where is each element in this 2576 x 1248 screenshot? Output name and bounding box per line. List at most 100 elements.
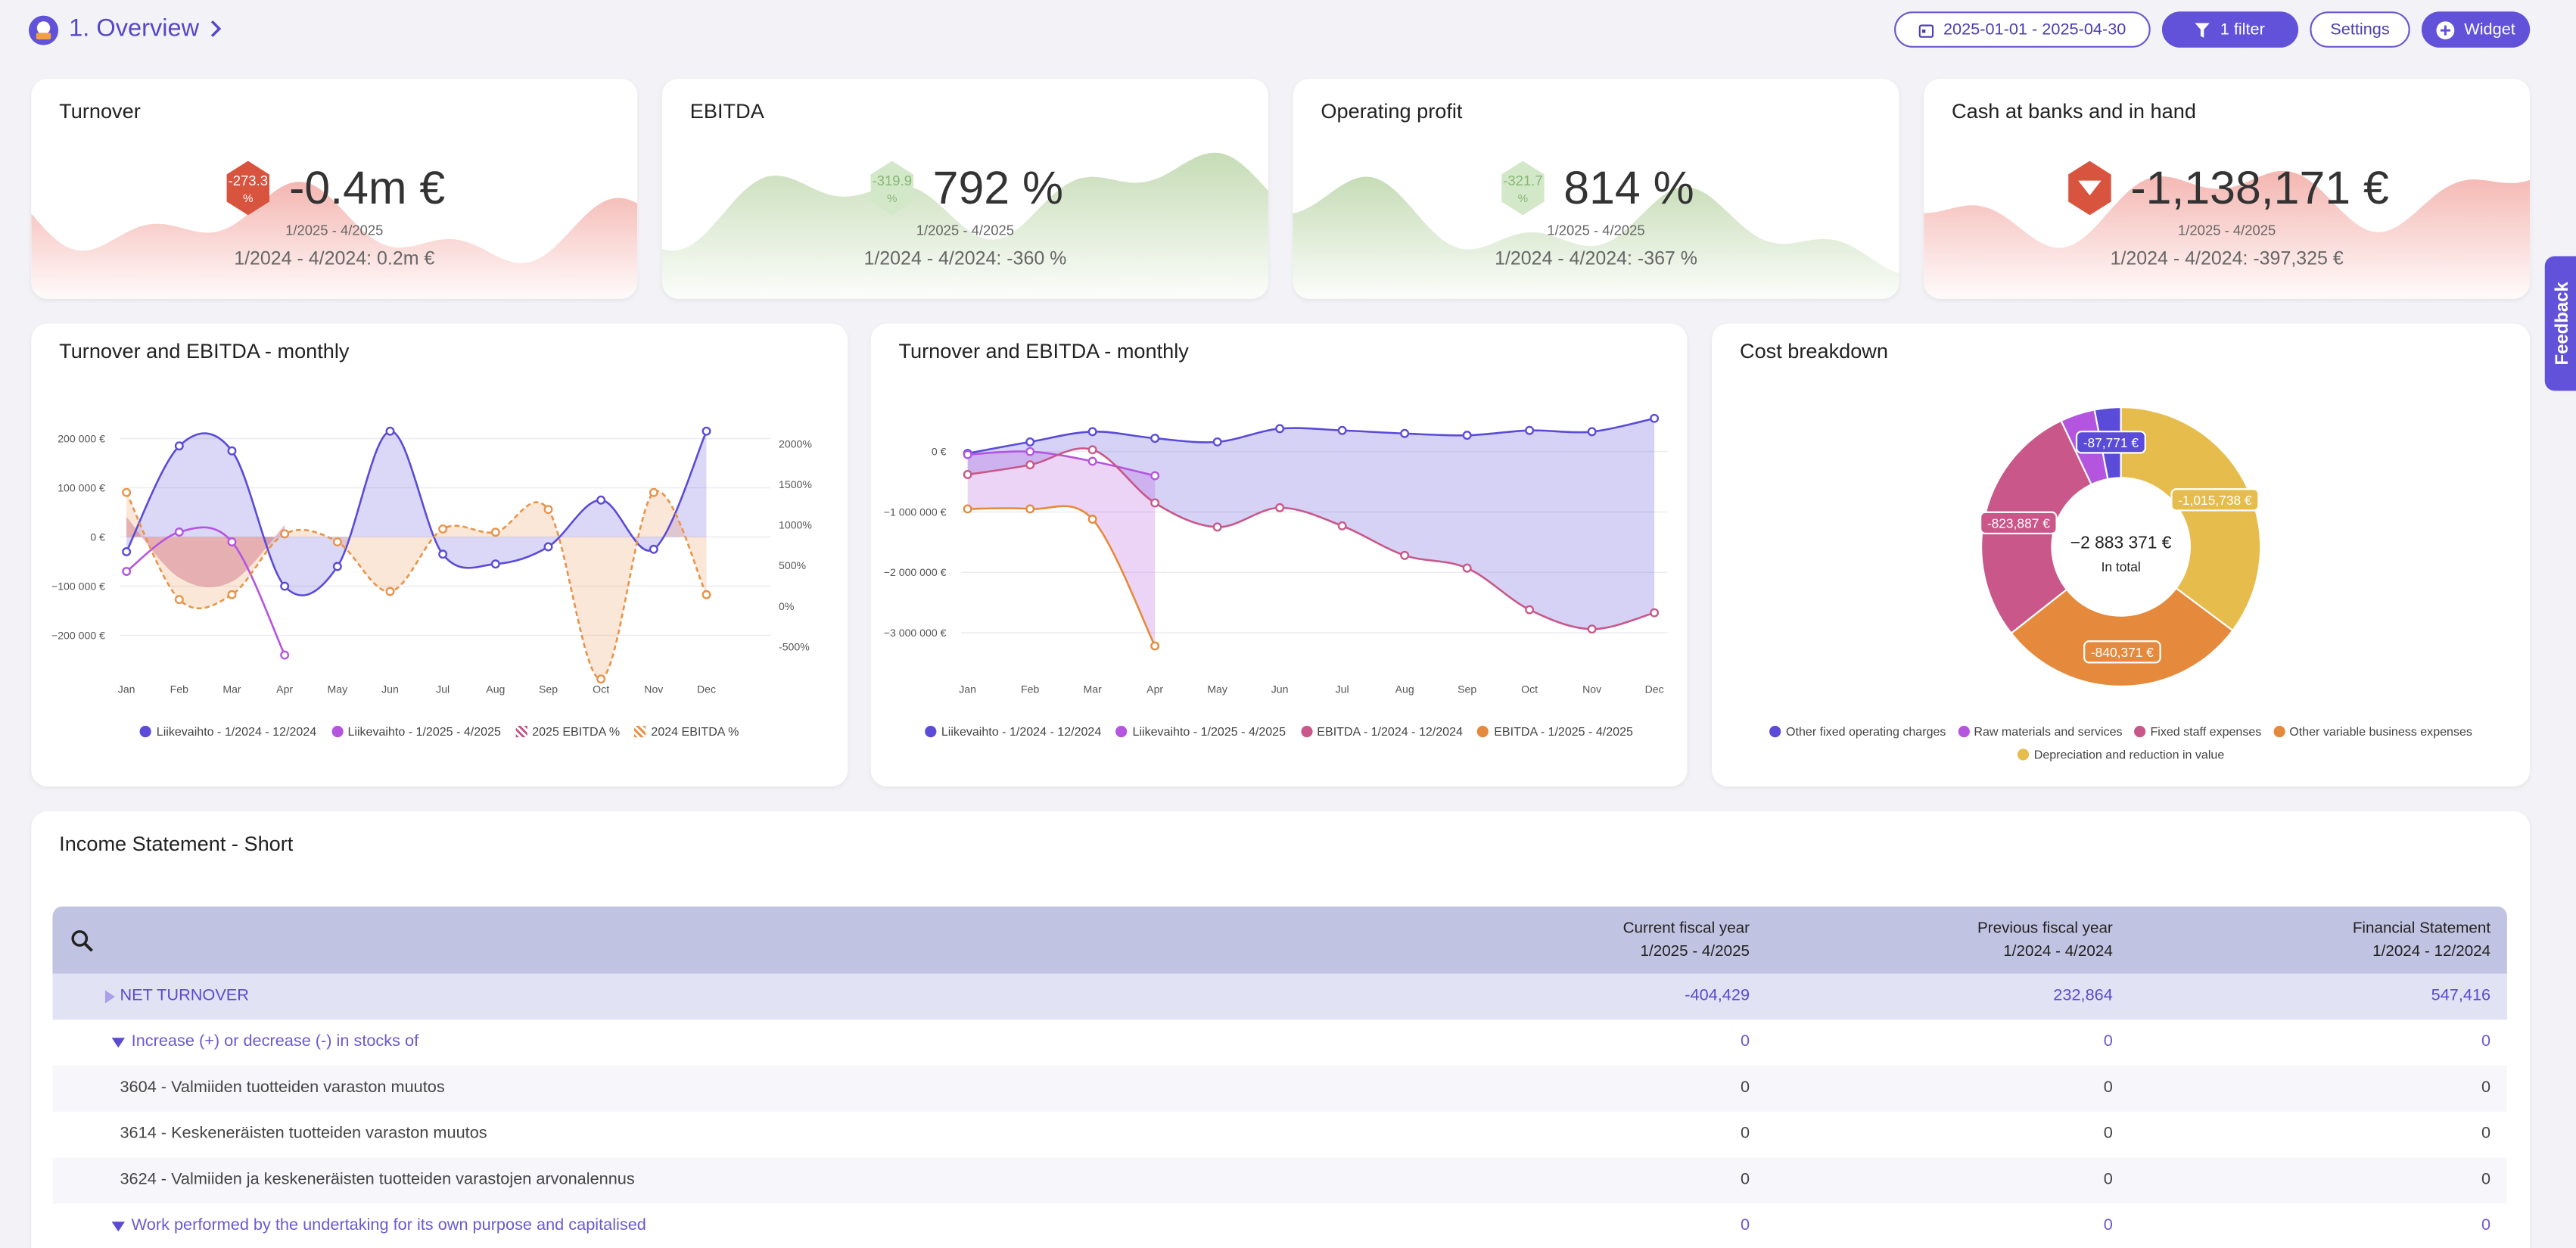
kpi-badge (2067, 160, 2111, 216)
date-range-button[interactable]: 2025-01-01 - 2025-04-30 (1894, 11, 2151, 48)
value-label: -840,371 € (2083, 640, 2161, 664)
kpi-badge: -321.7% (1501, 160, 1545, 216)
table-row: NET TURNOVER -404,429 232,864 547,416 (52, 973, 2507, 1020)
legend-icon (2018, 748, 2030, 761)
row-value: 0 (2481, 1125, 2491, 1144)
kpi-value: 792 % (932, 161, 1064, 213)
point (963, 450, 972, 459)
widget-button[interactable]: Widget (2421, 11, 2531, 48)
area (126, 431, 707, 596)
kpi-title: Turnover (59, 100, 141, 123)
point (332, 562, 342, 571)
point (963, 470, 972, 479)
point (280, 581, 290, 591)
y2-tick-label: 1000% (779, 519, 812, 531)
point (1150, 434, 1160, 443)
point (174, 441, 184, 451)
expand-toggle[interactable] (104, 990, 117, 1004)
kpi-row: -1,138,171 € (1924, 160, 2530, 216)
legend-item: 2025 EBITDA % (515, 724, 620, 739)
row-value: 0 (1740, 1125, 1750, 1144)
point (1150, 641, 1160, 651)
kpi-row: -273.3% -0.4m € (31, 160, 637, 216)
legend-label: Raw materials and services (1974, 724, 2123, 739)
value-label-box (1980, 511, 2058, 535)
x-tick-label: Jan (118, 683, 135, 696)
badge-unit: % (243, 192, 254, 205)
wave (661, 152, 1268, 299)
legend-icon (2133, 726, 2145, 738)
column-name: Previous fiscal year (1977, 920, 2113, 938)
row-value: 0 (2103, 1125, 2113, 1144)
value-label-text: -823,887 € (1987, 515, 2050, 531)
kpi-value: 814 % (1563, 161, 1694, 213)
point (702, 590, 711, 599)
point (596, 495, 606, 505)
legend-label: EBITDA - 1/2024 - 12/2024 (1317, 724, 1463, 739)
row-value: 0 (2103, 1171, 2113, 1189)
badge-value: -319.9 (872, 173, 911, 188)
point (385, 587, 395, 596)
row-value: 0 (1740, 1171, 1750, 1189)
kpi-badge: -319.9% (870, 160, 913, 216)
y-tick-label: 100 000 € (58, 482, 105, 494)
logo[interactable] (28, 15, 59, 46)
feedback-label: Feedback (2553, 282, 2573, 366)
line (967, 505, 1156, 647)
legend-item: Liikevaihto - 1/2024 - 12/2024 (925, 724, 1101, 739)
row-label: 3614 - Keskeneräisten tuotteiden varasto… (120, 1125, 487, 1144)
kpi-comparison: 1/2024 - 4/2024: -360 % (863, 249, 1067, 269)
legend: Liikevaihto - 1/2024 - 12/2024 Liikevaiht… (904, 724, 1654, 739)
feedback-tab[interactable]: Feedback (2544, 256, 2576, 391)
chart-card: Cost breakdown -87,771 € -823,887 € -840,37… (1712, 323, 2531, 787)
row-label: Work performed by the undertaking for it… (131, 1216, 646, 1235)
plus-icon (2436, 20, 2455, 39)
legend-icon (331, 726, 343, 738)
row-value: 0 (2481, 1216, 2491, 1235)
point (1275, 424, 1285, 434)
legend-label: Liikevaihto - 1/2024 - 12/2024 (156, 724, 317, 739)
value-label: -1,015,738 € (2170, 488, 2260, 512)
chevron (211, 20, 222, 37)
filter-button[interactable]: 1 filter (2161, 11, 2299, 48)
x-tick-label: Oct (593, 683, 609, 696)
chart-card: Turnover and EBITDA - monthly 0 € −1 000 0… (870, 323, 1688, 787)
kpi-title: Operating profit (1321, 100, 1463, 123)
point (227, 537, 237, 546)
legend-icon (1115, 726, 1128, 738)
legend: Other fixed operating charges Raw materia… (1715, 724, 2526, 762)
kpi-value: -0.4m € (289, 161, 446, 213)
kpi-wave (31, 182, 638, 299)
x-tick-label: Dec (1645, 683, 1664, 696)
calendar-icon (1918, 23, 1934, 37)
point (1400, 428, 1410, 438)
page-title-text: 1. Overview (69, 14, 200, 43)
legend-item: Liikevaihto - 1/2025 - 4/2025 (1115, 724, 1286, 739)
y-tick-label: −1 000 000 € (884, 506, 947, 518)
point (1337, 521, 1347, 531)
x-tick-label: Apr (1146, 683, 1163, 696)
expand-toggle[interactable] (111, 1036, 125, 1049)
x-tick-label: Jun (1271, 683, 1289, 696)
legend-label: Liikevaihto - 1/2024 - 12/2024 (941, 724, 1102, 739)
widget-label: Widget (2464, 20, 2515, 39)
point (122, 487, 132, 497)
column-header: Previous fiscal year 1/2024 - 4/2024 (1977, 918, 2113, 964)
x-tick-label: Mar (222, 683, 241, 696)
legend-label: 2025 EBITDA % (532, 724, 621, 739)
table-title: Income Statement - Short (59, 833, 294, 856)
y2-tick-label: 1500% (779, 478, 812, 490)
legend-label: Liikevaihto - 1/2025 - 4/2025 (347, 724, 501, 739)
y-tick-label: −2 000 000 € (884, 566, 947, 578)
expand-toggle[interactable] (111, 1220, 125, 1233)
y-tick-label: 0 € (932, 446, 947, 458)
x-tick-label: Aug (486, 683, 505, 696)
value-label-text: -1,015,738 € (2178, 493, 2252, 508)
page-title[interactable]: 1. Overview (69, 14, 222, 43)
point (1650, 413, 1660, 423)
badge-unit: % (887, 192, 898, 205)
legend-icon (1769, 726, 1781, 738)
point (1212, 437, 1222, 447)
settings-button[interactable]: Settings (2310, 11, 2410, 48)
point (1587, 624, 1597, 634)
